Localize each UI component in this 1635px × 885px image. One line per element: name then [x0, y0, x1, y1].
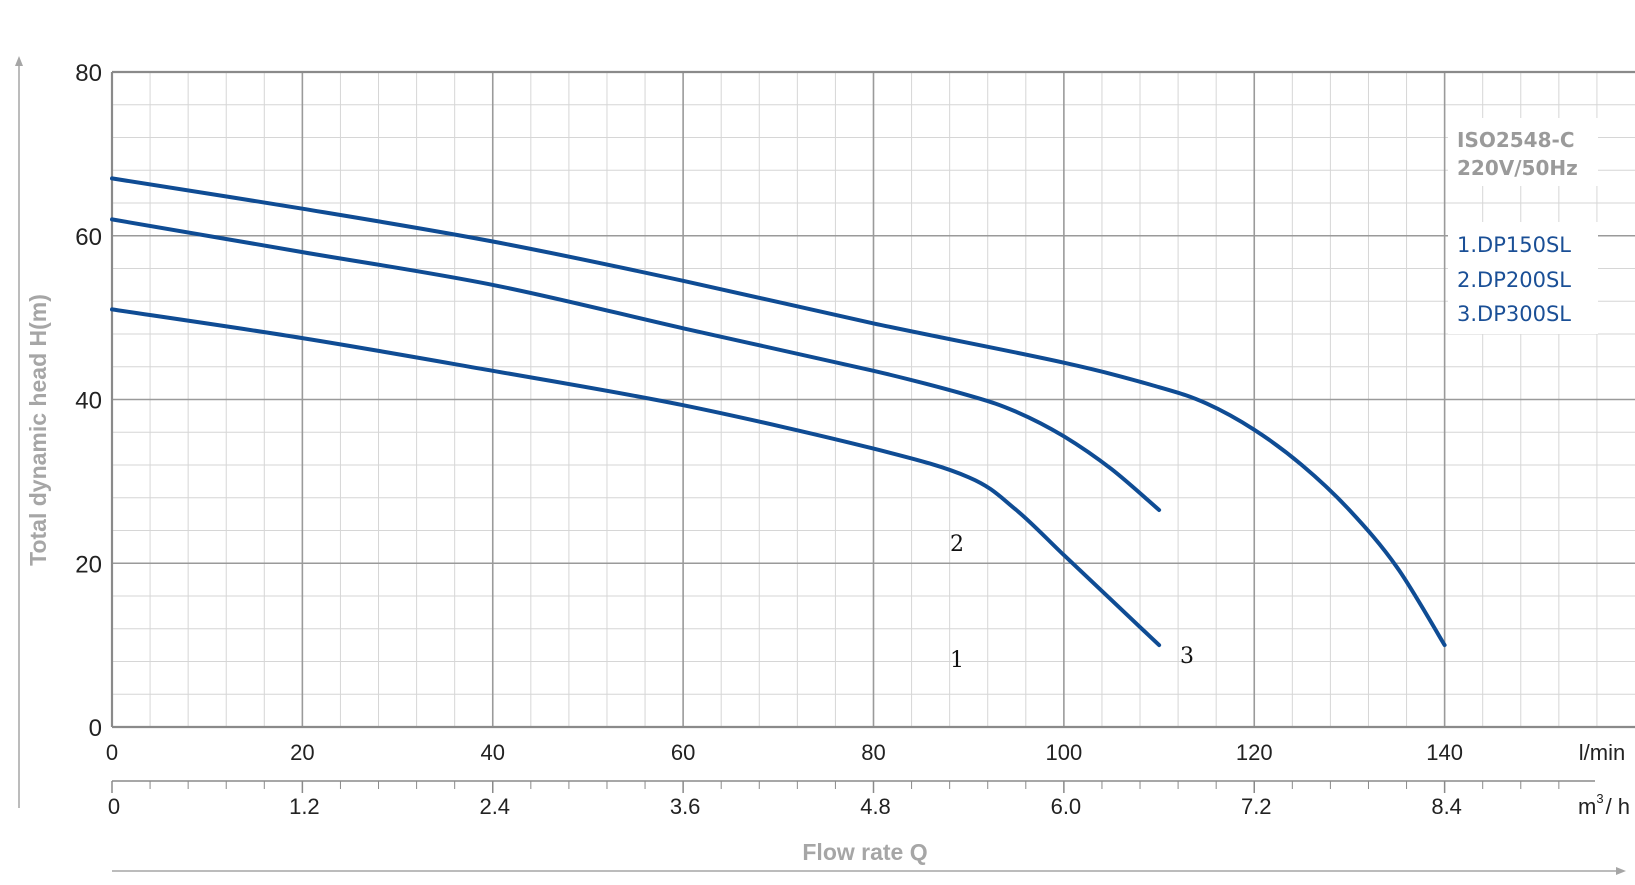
y-tick-label: 80 [75, 60, 102, 87]
curve-label-3: 3 [1180, 644, 1194, 669]
x-tick-label-secondary: 0 [108, 794, 120, 819]
x-tick-label-primary: 0 [106, 740, 118, 765]
info-standard: ISO2548-C [1457, 128, 1575, 152]
y-tick-label: 20 [75, 551, 102, 578]
x-tick-label-primary: 100 [1046, 740, 1083, 765]
y-tick-label: 60 [75, 224, 102, 251]
x-tick-label-secondary: 3.6 [670, 794, 701, 819]
axes: 0 20 40 60 80 0 20 40 60 80 100 120 140 0 1.2 2.4 3.6 4.8… [75, 60, 1635, 819]
x-tick-label-primary: 60 [671, 740, 695, 765]
x-unit-secondary-tail: / h [1606, 794, 1630, 819]
legend-item-1: 1.DP150SL [1457, 233, 1571, 257]
y-tick-label: 40 [75, 388, 102, 415]
legend-item-3: 3.DP300SL [1457, 302, 1571, 326]
y-axis-arrow [15, 56, 23, 808]
x-tick-label-secondary: 2.4 [479, 794, 510, 819]
x-unit-secondary-sup: 3 [1596, 791, 1603, 806]
x-tick-label-secondary: 4.8 [860, 794, 891, 819]
curve-label-2: 2 [950, 532, 964, 557]
x-tick-label-primary: 40 [481, 740, 505, 765]
x-axis-arrow [112, 867, 1626, 875]
info-voltage: 220V/50Hz [1457, 156, 1578, 180]
x-tick-label-secondary: 6.0 [1051, 794, 1082, 819]
grid [112, 71, 1635, 727]
x-tick-label-primary: 140 [1426, 740, 1463, 765]
series-curve-1 [110, 307, 1162, 648]
x-tick-label-primary: 80 [861, 740, 885, 765]
y-axis-title: Total dynamic head H(m) [25, 294, 51, 566]
series [110, 176, 1447, 648]
x-tick-label-secondary: 8.4 [1431, 794, 1462, 819]
x-unit-secondary: m3/ h [1578, 791, 1630, 819]
y-tick-label: 0 [89, 715, 102, 742]
x-axis-title: Flow rate Q [802, 839, 927, 865]
x-tick-label-primary: 20 [290, 740, 314, 765]
series-curve-3 [110, 176, 1447, 648]
curve-label-1: 1 [950, 648, 964, 673]
legend-item-2: 2.DP200SL [1457, 268, 1571, 292]
x-tick-label-secondary: 1.2 [289, 794, 320, 819]
x-unit-primary: l/min [1579, 740, 1625, 765]
x-unit-secondary-base: m [1578, 794, 1596, 819]
series-curve-2 [110, 217, 1162, 512]
info-box: ISO2548-C 220V/50Hz [1448, 118, 1598, 186]
x-tick-label-primary: 120 [1236, 740, 1273, 765]
legend: 1.DP150SL 2.DP200SL 3.DP300SL [1448, 222, 1598, 334]
x-tick-label-secondary: 7.2 [1241, 794, 1272, 819]
